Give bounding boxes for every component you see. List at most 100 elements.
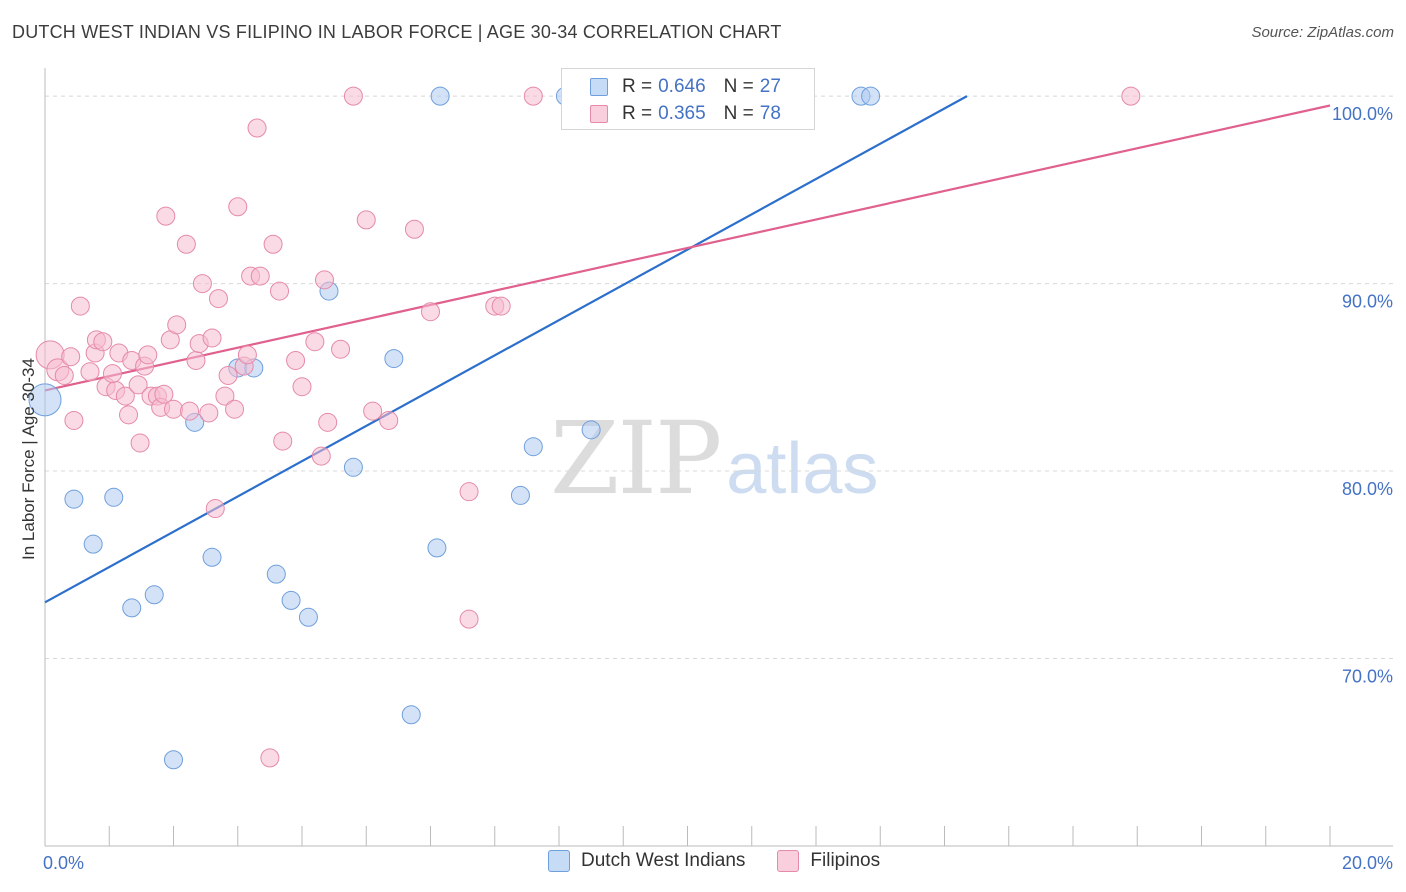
point-filipino	[93, 332, 113, 352]
legend-row-filipino: R = 0.365 N = 78	[562, 100, 781, 128]
point-dutch-west-indian	[523, 437, 543, 457]
x-tick-label: 20.0%	[1342, 853, 1393, 873]
legend-r-label: R =	[622, 103, 653, 124]
point-filipino	[421, 302, 440, 322]
point-dutch-west-indian	[861, 86, 881, 106]
legend-n-value: 27	[759, 76, 781, 97]
legend-n-label: N =	[723, 103, 754, 124]
point-filipino	[331, 339, 351, 359]
point-dutch-west-indian	[510, 485, 530, 505]
point-filipino	[167, 315, 187, 335]
point-dutch-west-indian	[384, 349, 404, 369]
point-filipino	[80, 362, 100, 382]
point-filipino	[311, 446, 331, 466]
point-filipino	[263, 234, 283, 254]
point-filipino	[491, 296, 511, 316]
trend-line-filipinos	[44, 104, 1331, 392]
point-filipino	[237, 345, 257, 365]
pink-swatch	[777, 850, 800, 872]
series-legend: Dutch West Indians Filipinos	[548, 850, 912, 872]
point-filipino	[138, 345, 158, 365]
point-filipino	[176, 234, 196, 254]
point-dutch-west-indian	[83, 534, 103, 554]
point-filipino	[523, 86, 543, 106]
point-dutch-west-indian	[122, 598, 142, 618]
point-dutch-west-indian	[164, 750, 183, 770]
point-filipino	[164, 399, 183, 419]
point-dutch-west-indian	[64, 489, 84, 509]
point-filipino	[156, 206, 176, 226]
blue-swatch	[590, 78, 608, 96]
point-dutch-west-indian	[298, 607, 318, 627]
point-filipino	[379, 410, 399, 430]
point-dutch-west-indian	[401, 705, 421, 725]
blue-swatch	[548, 850, 570, 872]
point-filipino	[404, 219, 424, 239]
chart-title: DUTCH WEST INDIAN VS FILIPINO IN LABOR F…	[12, 22, 782, 42]
legend-r-label: R =	[622, 76, 653, 97]
point-filipino	[225, 399, 245, 419]
point-filipino	[305, 332, 325, 352]
point-filipino	[459, 609, 479, 629]
point-filipino	[186, 350, 206, 370]
point-filipino	[260, 748, 280, 768]
y-axis-label: In Labor Force | Age 30-34	[19, 358, 38, 560]
point-filipino	[64, 410, 84, 430]
point-dutch-west-indian	[202, 547, 222, 567]
point-filipino	[208, 289, 228, 309]
point-filipino	[130, 433, 150, 453]
point-filipino	[459, 482, 479, 502]
legend-label: Filipinos	[810, 850, 881, 871]
point-dutch-west-indian	[104, 487, 124, 507]
point-filipino	[154, 384, 174, 404]
point-dutch-west-indian	[581, 420, 601, 440]
legend-n-label: N =	[723, 76, 754, 97]
point-filipino	[115, 386, 135, 406]
y-tick-label: 100.0%	[1332, 104, 1393, 124]
x-tick-label: 0.0%	[43, 853, 84, 873]
point-filipino	[119, 405, 139, 425]
trend-line-dutch-west-indians	[44, 95, 968, 604]
legend-item-dutch-west-indians[interactable]: Dutch West Indians	[548, 850, 745, 872]
watermark-zip: ZIP	[550, 400, 722, 517]
point-dutch-west-indian	[427, 538, 447, 558]
point-dutch-west-indian	[430, 86, 450, 106]
y-tick-label: 70.0%	[1342, 667, 1393, 687]
point-filipino	[215, 386, 235, 406]
y-tick-label: 90.0%	[1342, 292, 1393, 312]
point-dutch-west-indian	[343, 457, 363, 477]
point-filipino	[270, 281, 290, 301]
legend-n-value: 78	[759, 103, 781, 124]
point-filipino	[205, 499, 225, 519]
legend-r-value: 0.365	[658, 103, 706, 124]
point-filipino	[199, 403, 219, 423]
point-dutch-west-indian	[28, 383, 62, 417]
point-filipino	[343, 86, 363, 106]
point-filipino	[250, 266, 270, 286]
source-credit: Source: ZipAtlas.com	[1251, 24, 1394, 41]
point-filipino	[202, 328, 222, 348]
axes	[44, 68, 1393, 847]
point-filipino	[273, 431, 293, 451]
tick-labels: 70.0% 80.0% 90.0% 100.0% 0.0% 20.0% In Labor F…	[19, 104, 1393, 873]
trend-lines	[44, 95, 1331, 604]
point-filipino	[314, 270, 334, 290]
point-filipino	[61, 347, 81, 367]
point-filipino	[192, 274, 212, 294]
point-filipino	[292, 377, 312, 397]
point-filipino	[70, 296, 90, 316]
point-filipino	[128, 375, 148, 395]
point-filipino	[318, 412, 338, 432]
point-filipino	[1121, 86, 1141, 106]
legend-label: Dutch West Indians	[581, 850, 746, 871]
point-filipino	[180, 401, 200, 421]
y-tick-label: 80.0%	[1342, 479, 1393, 499]
point-filipino	[363, 401, 383, 421]
point-dutch-west-indian	[281, 590, 301, 610]
stats-legend: R = 0.646 N = 27 R = 0.365 N = 78	[561, 68, 815, 130]
point-filipino	[218, 365, 238, 385]
watermark-atlas: atlas	[726, 429, 879, 509]
legend-item-filipinos[interactable]: Filipinos	[777, 850, 880, 872]
point-filipino	[102, 364, 122, 384]
